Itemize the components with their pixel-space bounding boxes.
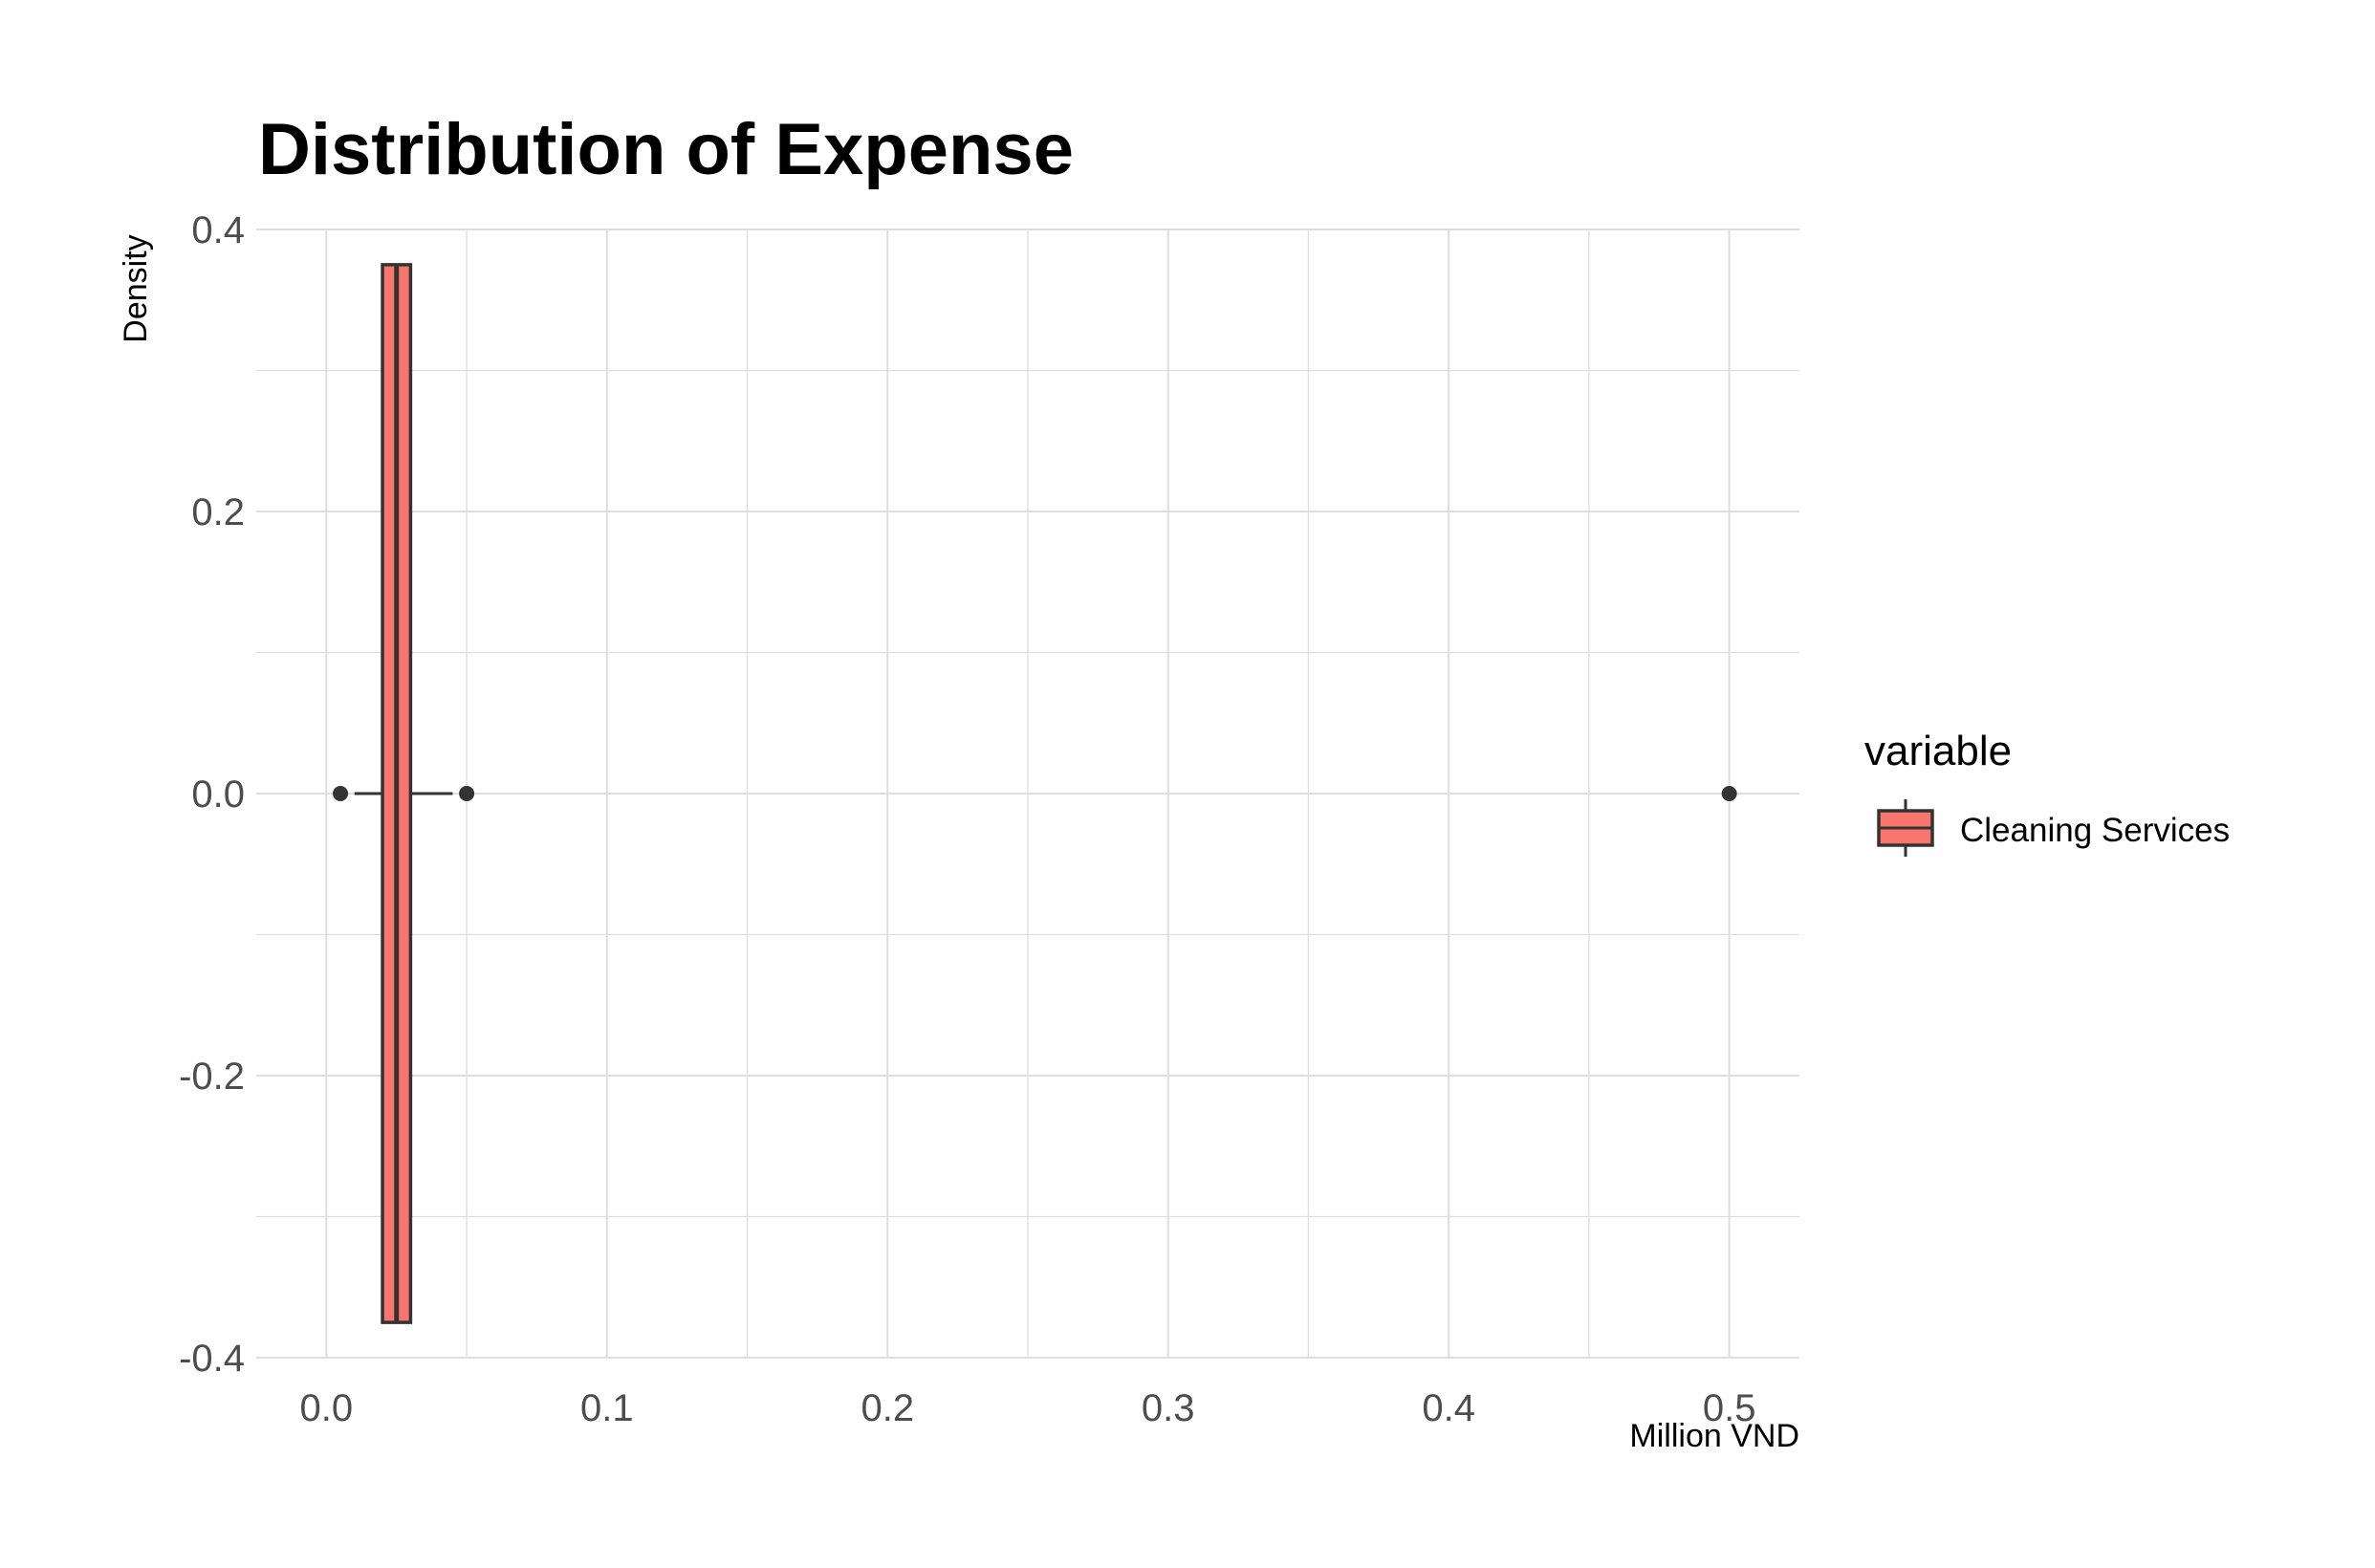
y-axis-title: Density	[118, 234, 154, 342]
x-tick-label: 0.2	[861, 1387, 914, 1429]
y-axis-ticks: -0.4 -0.2 0.0 0.2 0.4	[179, 209, 245, 1380]
grid-lines	[256, 229, 1799, 1359]
y-tick-label: -0.4	[179, 1338, 245, 1380]
legend: variable Cleaning Services	[1864, 728, 2230, 857]
outlier-point	[333, 786, 349, 801]
outlier-point	[459, 786, 475, 801]
y-tick-label: 0.2	[191, 491, 245, 534]
x-axis-ticks: 0.0 0.1 0.2 0.3 0.4 0.5	[300, 1387, 1756, 1429]
box-layer	[333, 263, 1737, 1324]
y-tick-label: 0.0	[191, 773, 245, 816]
y-tick-label: 0.4	[191, 209, 245, 251]
legend-key-box-icon	[1877, 799, 1934, 857]
x-tick-label: 0.1	[580, 1387, 634, 1429]
x-tick-label: 0.3	[1142, 1387, 1195, 1429]
legend-title: variable	[1864, 728, 2012, 774]
chart-title: Distribution of Expense	[258, 109, 1074, 190]
x-tick-label: 0.5	[1703, 1387, 1756, 1429]
outlier-point	[1721, 786, 1737, 801]
x-tick-label: 0.4	[1422, 1387, 1475, 1429]
y-tick-label: -0.2	[179, 1056, 245, 1098]
x-axis-title: Million VND	[1629, 1418, 1799, 1454]
legend-entry-label: Cleaning Services	[1960, 812, 2230, 849]
x-tick-label: 0.0	[300, 1387, 354, 1429]
